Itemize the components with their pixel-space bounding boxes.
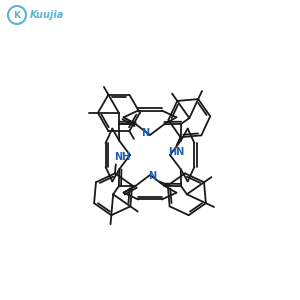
Text: N: N [141, 128, 149, 138]
Text: HN: HN [168, 147, 184, 157]
Text: N: N [148, 171, 156, 181]
Text: NH: NH [114, 152, 130, 162]
Text: K: K [14, 11, 20, 20]
Text: Kuujia: Kuujia [30, 10, 64, 20]
